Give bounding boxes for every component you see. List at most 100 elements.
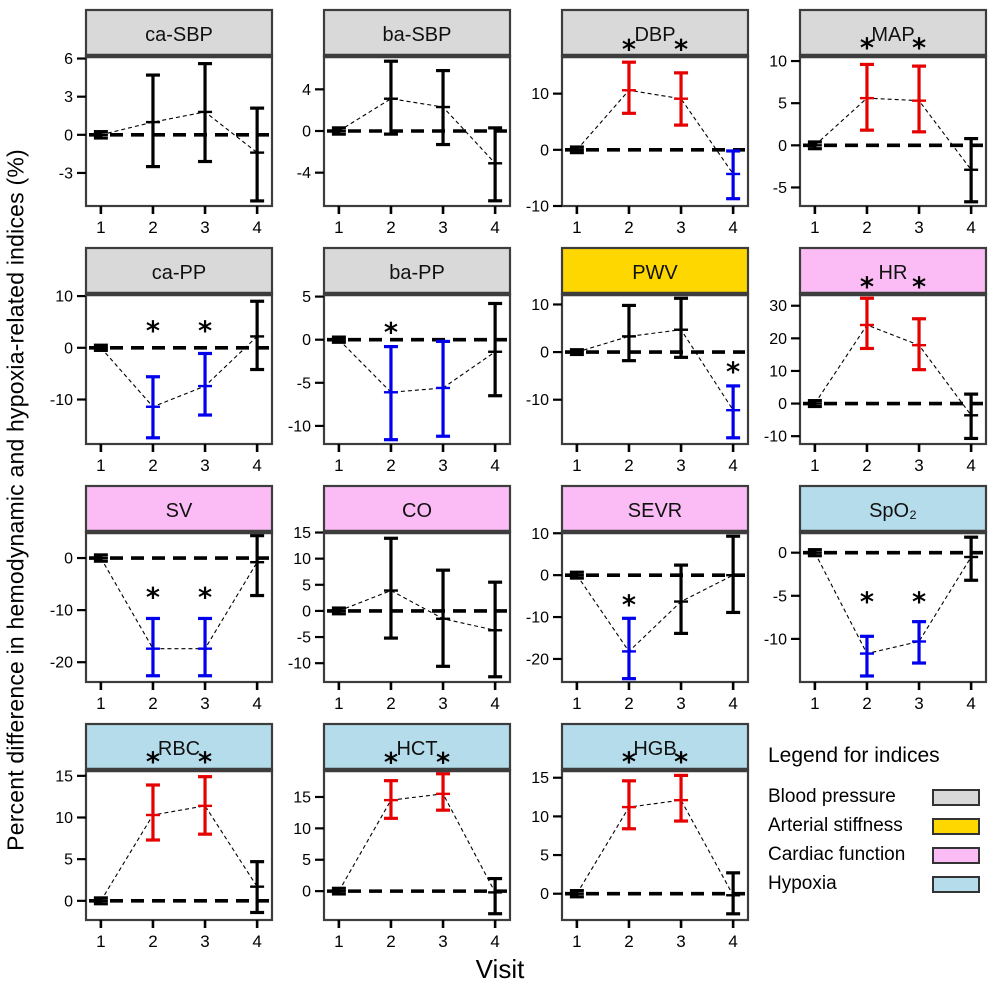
error-bar-visit-3	[674, 296, 689, 359]
significance-star: *	[860, 587, 874, 618]
x-tick-label: 3	[438, 932, 447, 951]
legend-item: Blood pressure	[768, 786, 980, 808]
error-bar-visit-4	[964, 136, 979, 204]
x-tick-label: 3	[676, 694, 685, 713]
error-bar-visit-2	[383, 536, 398, 640]
significance-star: *	[622, 590, 636, 621]
strip-header	[322, 8, 512, 58]
y-tick-label: 0	[540, 886, 549, 903]
plot-area	[560, 292, 750, 446]
significance-star: *	[198, 583, 212, 614]
y-tick-label: 10	[531, 526, 549, 543]
x-tick-label: 2	[624, 218, 633, 237]
x-tick-label: 1	[572, 456, 581, 475]
panel-title: SEVR	[628, 500, 682, 522]
x-tick-label: 2	[862, 218, 871, 237]
legend-item-label: Blood pressure	[768, 786, 896, 807]
y-tick-label: 10	[531, 297, 549, 314]
error-bar-visit-1	[569, 889, 584, 899]
significance-star: *	[384, 317, 398, 348]
strip-header	[798, 484, 988, 534]
y-tick-label: -5	[297, 375, 311, 392]
significance-star: *	[146, 583, 160, 614]
y-tick-label: 10	[293, 821, 311, 838]
y-tick-label: 0	[302, 332, 311, 349]
y-tick-label: 10	[55, 810, 73, 827]
y-tick-label: 4	[302, 82, 311, 99]
significance-star: *	[674, 747, 688, 778]
legend-swatch	[932, 788, 980, 806]
panel-ba-SBP: 4 0 -4 1 2 3 4 ba-SBP	[278, 2, 516, 240]
error-bar-visit-1	[93, 896, 108, 906]
trend-line	[100, 336, 258, 408]
panel-SpO-: 0 -5 -10 1 2 3 4 SpO₂ * *	[754, 478, 992, 716]
error-bar-visit-4	[488, 301, 503, 398]
legend-swatch	[932, 875, 980, 893]
x-tick-label: 4	[966, 456, 975, 475]
strip-header	[322, 722, 512, 772]
plot-area	[798, 292, 988, 446]
x-tick-label: 2	[148, 932, 157, 951]
y-tick-label: 0	[302, 124, 311, 141]
panel-HGB: 15 10 5 0 1 2 3 4 HGB * *	[516, 716, 754, 954]
x-tick-label: 4	[252, 932, 261, 951]
panel-title: SV	[166, 500, 193, 522]
x-tick-label: 2	[386, 218, 395, 237]
x-tick-label: 1	[334, 218, 343, 237]
significance-star: *	[622, 34, 636, 65]
x-tick-label: 3	[200, 218, 209, 237]
y-tick-label: -3	[59, 165, 73, 182]
legend-item-label: Cardiac function	[768, 844, 906, 865]
y-tick-label: 10	[769, 54, 787, 71]
plot-area	[560, 54, 750, 208]
error-bar-visit-4	[726, 149, 741, 201]
y-tick-label: 15	[55, 768, 73, 785]
error-bar-visit-3	[198, 62, 213, 164]
panel-ba-PP: 5 0 -5 -10 1 2 3 4 ba-PP *	[278, 240, 516, 478]
x-tick-label: 2	[624, 932, 633, 951]
panel-PWV: 10 0 -10 1 2 3 4 PWV *	[516, 240, 754, 478]
error-bar-visit-3	[674, 773, 689, 823]
error-bar-visit-4	[488, 580, 503, 679]
x-tick-label: 1	[96, 456, 105, 475]
y-tick-label: 20	[769, 331, 787, 348]
error-bar-visit-3	[436, 568, 451, 668]
significance-star: *	[912, 587, 926, 618]
error-bar-visit-1	[93, 130, 108, 140]
error-bar-visit-1	[93, 343, 108, 352]
error-bar-visit-2	[859, 296, 874, 351]
y-tick-label: 0	[540, 345, 549, 362]
x-tick-label: 1	[334, 456, 343, 475]
strip-header	[560, 8, 750, 58]
panel-RBC: 15 10 5 0 1 2 3 4 RBC * *	[40, 716, 278, 954]
y-tick-label: -5	[297, 630, 311, 647]
error-bar-visit-1	[331, 886, 346, 896]
error-bar-visit-2	[383, 779, 398, 820]
x-tick-label: 3	[676, 218, 685, 237]
trend-line	[576, 574, 734, 653]
plot-area	[84, 768, 274, 922]
error-bar-visit-4	[726, 871, 741, 916]
panel-title: SpO₂	[869, 500, 917, 522]
panel-ca-PP: 10 0 -10 1 2 3 4 ca-PP * *	[40, 240, 278, 478]
y-tick-label: -10	[288, 418, 311, 435]
x-tick-label: 2	[624, 694, 633, 713]
y-tick-label: 15	[531, 770, 549, 787]
strip-header	[560, 484, 750, 534]
error-bar-visit-2	[145, 783, 160, 842]
significance-star: *	[384, 747, 398, 778]
panel-title: HCT	[396, 738, 437, 760]
x-tick-label: 4	[490, 218, 499, 237]
error-bar-visit-1	[331, 606, 346, 616]
error-bar-visit-2	[145, 375, 160, 440]
panel-plot: 10 0 -10 1 2 3 4 PWV *	[526, 246, 750, 475]
error-bar-visit-3	[436, 772, 451, 812]
panel-MAP: 10 5 0 -5 1 2 3 4 MAP * *	[754, 2, 992, 240]
x-tick-label: 2	[386, 932, 395, 951]
trend-line	[338, 339, 496, 393]
panel-plot: 10 0 -10 1 2 3 4 ca-PP * *	[50, 246, 274, 475]
panel-title: CO	[402, 500, 432, 522]
x-tick-label: 2	[624, 456, 633, 475]
y-tick-label: 10	[55, 289, 73, 306]
x-tick-label: 1	[334, 932, 343, 951]
